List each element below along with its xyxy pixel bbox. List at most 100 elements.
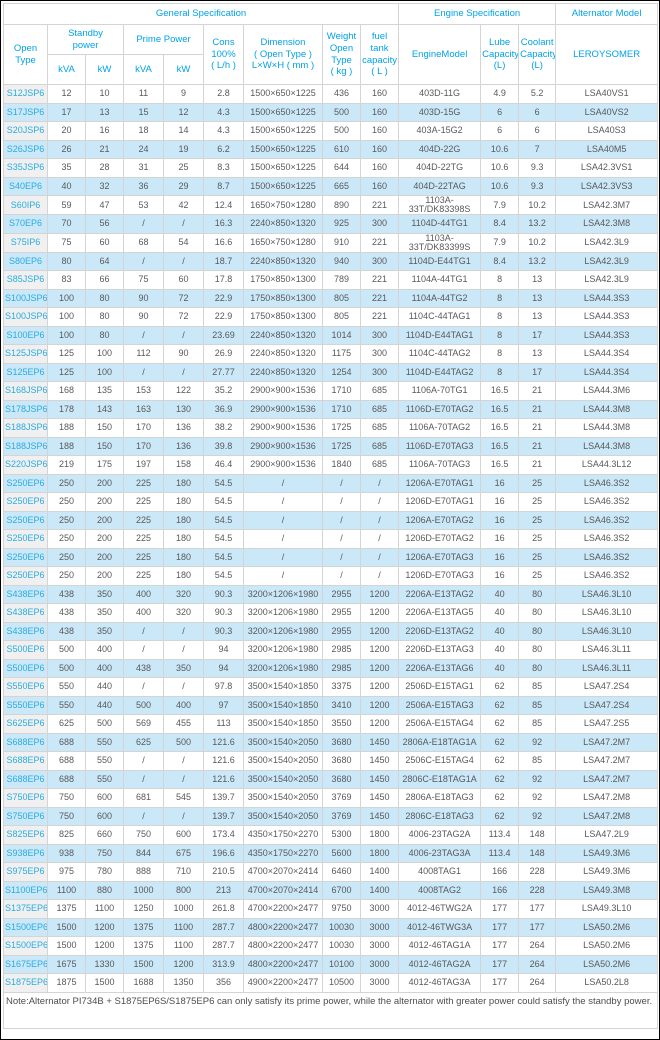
model-link[interactable]: S1375EP6	[3, 899, 48, 919]
model-link[interactable]: S250EP6	[3, 566, 48, 586]
model-link[interactable]: S1500EP6	[3, 917, 48, 937]
model-link[interactable]: S35JSP6	[3, 158, 48, 178]
model-link[interactable]: S178JSP6	[3, 399, 48, 419]
cell-prime-kva: 888	[123, 862, 164, 882]
model-link[interactable]: S438EP6	[3, 621, 48, 641]
cell-standby-kva: 20	[47, 121, 86, 141]
cell-prime-kw: /	[163, 621, 204, 641]
cell-coolant: 9.3	[518, 176, 557, 196]
cell-cons: 356	[203, 973, 244, 993]
cell-coolant: 177	[518, 899, 557, 919]
cell-prime-kw: 136	[163, 418, 204, 438]
model-link[interactable]: S70EP6	[3, 214, 48, 234]
cell-weight: 1710	[322, 399, 361, 419]
model-link[interactable]: S20JSP6	[3, 121, 48, 141]
cell-prime-kva: 36	[123, 176, 164, 196]
model-link[interactable]: S1100EP6	[3, 880, 48, 900]
cell-standby-kw: 80	[85, 288, 124, 308]
model-link[interactable]: S125JSP6	[3, 344, 48, 364]
model-link[interactable]: S188JSP6	[3, 418, 48, 438]
table-row: S1100EP6 1100 880 1000 800 213 4700×2070×2414 6…	[3, 880, 659, 900]
cell-prime-kva: 400	[123, 584, 164, 604]
model-link[interactable]: S550EP6	[3, 677, 48, 697]
model-link[interactable]: S1500EP6	[3, 936, 48, 956]
model-link[interactable]: S26JSP6	[3, 139, 48, 159]
model-link[interactable]: S60IP6	[3, 195, 48, 215]
cell-prime-kw: 19	[163, 139, 204, 159]
cell-fuel-tank: 1400	[359, 862, 400, 882]
model-link[interactable]: S688EP6	[3, 732, 48, 752]
model-link[interactable]: S100JSP6	[3, 288, 48, 308]
model-link[interactable]: S12JSP6	[3, 84, 48, 104]
model-link[interactable]: S100JSP6	[3, 307, 48, 327]
cell-prime-kw: 180	[163, 529, 204, 549]
model-link[interactable]: S75IP6	[3, 232, 48, 253]
cell-cons: 54.5	[203, 473, 244, 493]
table-row: S17JSP6 17 13 15 12 4.3 1500×650×1225 500 160 403…	[3, 102, 659, 122]
model-link[interactable]: S550EP6	[3, 695, 48, 715]
cell-coolant: 264	[518, 973, 557, 993]
model-link[interactable]: S825EP6	[3, 825, 48, 845]
cell-cons: 36.9	[203, 399, 244, 419]
model-link[interactable]: S250EP6	[3, 492, 48, 512]
cell-alternator: LSA47.2M7	[555, 769, 659, 789]
cell-alternator: LSA44.3S3	[555, 325, 659, 345]
model-link[interactable]: S688EP6	[3, 751, 48, 771]
cell-alternator: LSA44.3L12	[555, 455, 659, 475]
cell-engine-model: 403A-15G2	[398, 121, 482, 141]
cell-fuel-tank: 1200	[359, 714, 400, 734]
cell-prime-kw: /	[163, 214, 204, 234]
model-link[interactable]: S250EP6	[3, 547, 48, 567]
cell-prime-kva: 1250	[123, 899, 164, 919]
model-link[interactable]: S80EP6	[3, 251, 48, 271]
model-link[interactable]: S938EP6	[3, 843, 48, 863]
model-link[interactable]: S1875EP6	[3, 973, 48, 993]
cell-weight: 805	[322, 307, 361, 327]
cell-fuel-tank: 160	[359, 176, 400, 196]
model-link[interactable]: S625EP6	[3, 714, 48, 734]
cell-prime-kw: 42	[163, 195, 204, 215]
model-link[interactable]: S975EP6	[3, 862, 48, 882]
cell-weight: 1840	[322, 455, 361, 475]
model-link[interactable]: S17JSP6	[3, 102, 48, 122]
cell-prime-kw: /	[163, 251, 204, 271]
model-link[interactable]: S250EP6	[3, 529, 48, 549]
cell-cons: 16.3	[203, 214, 244, 234]
model-link[interactable]: S100EP6	[3, 325, 48, 345]
cell-prime-kva: /	[123, 806, 164, 826]
cell-prime-kw: 600	[163, 825, 204, 845]
model-link[interactable]: S125EP6	[3, 362, 48, 382]
cell-engine-model: 1206D-E70TAG3	[398, 566, 482, 586]
cell-engine-model: 2806C-E18TAG3	[398, 806, 482, 826]
model-link[interactable]: S168JSP6	[3, 381, 48, 401]
cell-lube: 113.4	[480, 825, 520, 845]
model-link[interactable]: S750EP6	[3, 788, 48, 808]
model-link[interactable]: S85JSP6	[3, 270, 48, 290]
model-link[interactable]: S688EP6	[3, 769, 48, 789]
model-link[interactable]: S438EP6	[3, 603, 48, 623]
model-link[interactable]: S750EP6	[3, 806, 48, 826]
cell-standby-kva: 500	[47, 658, 86, 678]
model-link[interactable]: S1675EP6	[3, 954, 48, 974]
model-link[interactable]: S438EP6	[3, 584, 48, 604]
cell-standby-kva: 438	[47, 584, 86, 604]
model-link[interactable]: S500EP6	[3, 658, 48, 678]
cell-weight: 10030	[322, 917, 361, 937]
model-link[interactable]: S500EP6	[3, 640, 48, 660]
model-link[interactable]: S220JSP6	[3, 455, 48, 475]
cell-alternator: LSA49.3M6	[555, 862, 659, 882]
cell-standby-kva: 1100	[47, 880, 86, 900]
table-header: General Specification Engine Specificati…	[2, 3, 659, 85]
cell-weight: 9750	[322, 899, 361, 919]
model-link[interactable]: S40EP6	[3, 176, 48, 196]
cell-dimension: 3200×1206×1980	[243, 640, 323, 660]
model-link[interactable]: S250EP6	[3, 510, 48, 530]
cell-alternator: LSA44.3S4	[555, 362, 659, 382]
model-link[interactable]: S250EP6	[3, 473, 48, 493]
cell-dimension: 3500×1540×1850	[243, 677, 323, 697]
cell-alternator: LSA46.3S2	[555, 529, 659, 549]
cell-fuel-tank: 1400	[359, 880, 400, 900]
model-link[interactable]: S188JSP6	[3, 436, 48, 456]
cell-standby-kva: 825	[47, 825, 86, 845]
cell-standby-kva: 438	[47, 603, 86, 623]
